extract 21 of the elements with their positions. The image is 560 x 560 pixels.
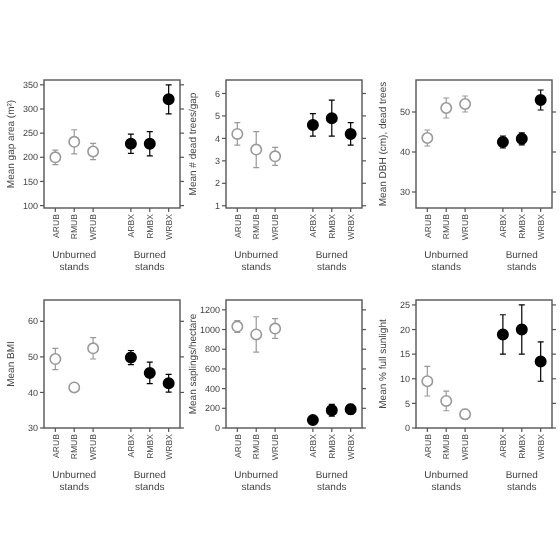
point bbox=[231, 127, 244, 140]
point bbox=[496, 328, 509, 341]
point bbox=[49, 353, 62, 366]
point bbox=[515, 323, 528, 336]
point bbox=[143, 137, 156, 150]
point bbox=[344, 127, 357, 140]
point bbox=[534, 355, 547, 368]
point bbox=[325, 112, 338, 125]
point bbox=[440, 102, 453, 114]
point bbox=[421, 375, 434, 388]
point bbox=[87, 342, 100, 355]
point bbox=[534, 94, 547, 106]
point bbox=[68, 381, 81, 394]
point bbox=[306, 118, 319, 131]
point bbox=[306, 414, 319, 427]
point bbox=[250, 328, 263, 341]
point bbox=[162, 93, 175, 106]
point bbox=[440, 394, 453, 407]
point bbox=[250, 143, 263, 156]
point bbox=[143, 366, 156, 379]
point bbox=[68, 135, 81, 148]
